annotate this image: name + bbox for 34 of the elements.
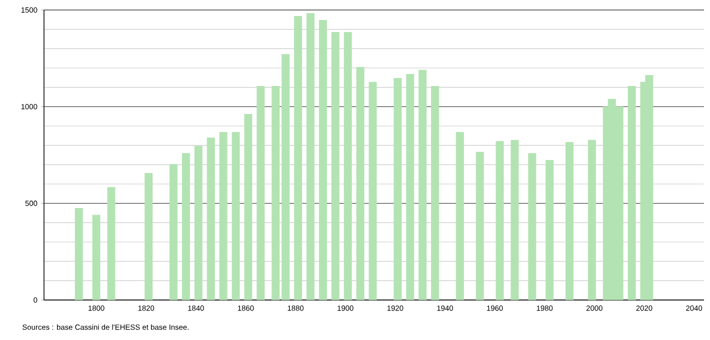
bar <box>496 141 504 300</box>
bar <box>206 138 215 300</box>
bar <box>107 187 116 300</box>
bar <box>282 54 290 300</box>
bar <box>344 32 352 300</box>
bar <box>194 146 202 300</box>
bar <box>368 82 377 300</box>
bar <box>144 172 153 300</box>
bar <box>232 132 240 300</box>
bar <box>244 114 252 300</box>
bar <box>306 13 314 300</box>
bar <box>510 140 519 300</box>
bar <box>546 160 554 300</box>
bar <box>418 70 427 300</box>
bar <box>256 86 265 300</box>
bar <box>394 78 402 300</box>
bar <box>331 32 340 300</box>
bar <box>628 86 636 300</box>
bar <box>476 152 484 300</box>
bar <box>294 16 302 300</box>
bar <box>356 67 364 300</box>
bar <box>406 74 414 300</box>
bar <box>92 214 100 300</box>
bar <box>182 153 190 300</box>
bar <box>456 132 464 300</box>
bar <box>272 86 280 300</box>
bar <box>170 164 178 300</box>
bar <box>528 153 536 300</box>
bar <box>74 208 83 300</box>
bar <box>431 86 440 300</box>
bar <box>566 142 574 300</box>
bar <box>318 20 327 300</box>
bar <box>588 140 596 300</box>
bar <box>219 132 228 300</box>
